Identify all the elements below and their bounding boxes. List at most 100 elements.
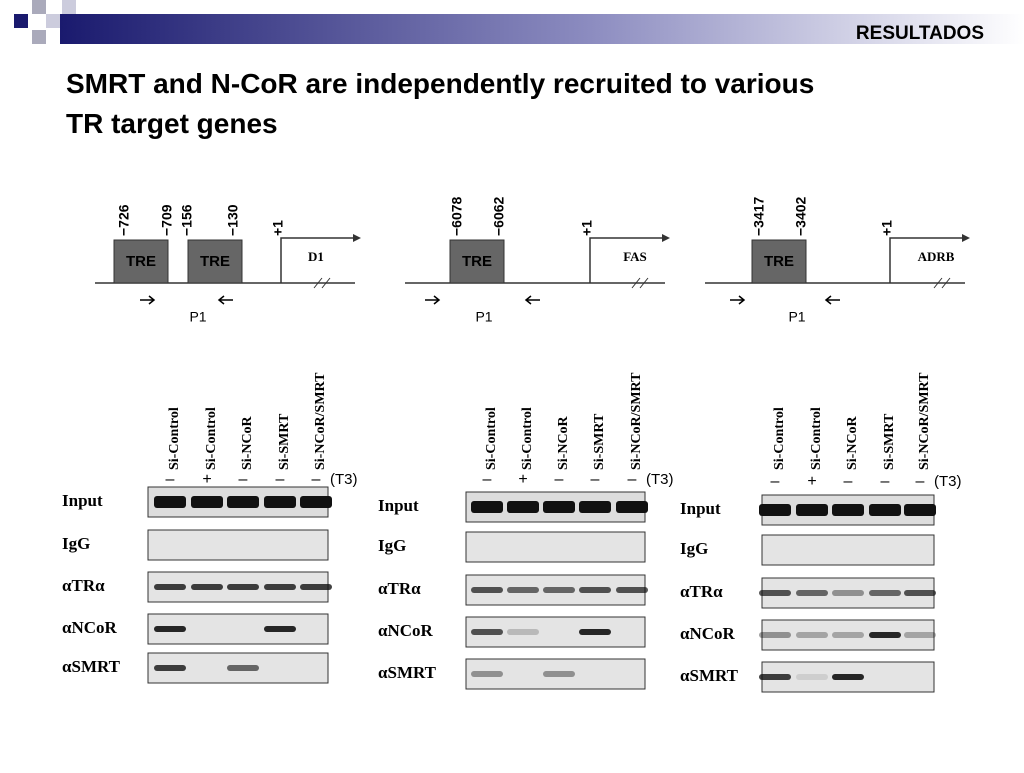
- band: [154, 626, 186, 632]
- band: [796, 590, 828, 596]
- band: [300, 584, 332, 590]
- band: [471, 671, 503, 677]
- lane-label: Si-SMRT: [277, 413, 292, 470]
- band: [796, 504, 828, 516]
- treatment-label: (T3): [934, 473, 962, 490]
- row-label: Input: [62, 491, 103, 510]
- row-label: αTRα: [378, 579, 421, 598]
- band: [154, 665, 186, 671]
- band: [154, 584, 186, 590]
- primer-rev: [824, 295, 840, 305]
- treatment-sign: +: [807, 473, 816, 490]
- row-label: αNCoR: [680, 624, 736, 643]
- header-decoration: [14, 0, 1024, 44]
- tre-label: TRE: [126, 253, 156, 270]
- band: [579, 587, 611, 593]
- band: [191, 496, 223, 508]
- tss-label: +1: [579, 220, 595, 236]
- arrow-head: [353, 234, 361, 242]
- lane-label: Si-Control: [204, 407, 219, 470]
- band: [869, 590, 901, 596]
- row-label: IgG: [680, 539, 708, 558]
- lane-label: Si-NCoR: [556, 415, 571, 470]
- row-label: αSMRT: [680, 666, 739, 685]
- break-mark: [631, 277, 649, 289]
- position-label: −6078: [449, 196, 465, 236]
- lane-label: Si-Control: [809, 407, 824, 470]
- lane-label: Si-Control: [167, 407, 182, 470]
- lane-label: Si-NCoR/SMRT: [917, 372, 932, 470]
- tss-label: +1: [270, 220, 286, 236]
- treatment-sign: –: [628, 471, 637, 488]
- band: [471, 629, 503, 635]
- band: [579, 629, 611, 635]
- band: [227, 496, 259, 508]
- position-label: −3402: [793, 196, 809, 236]
- position-label: −709: [159, 204, 175, 236]
- band: [507, 501, 539, 513]
- primer-fwd: [425, 295, 441, 305]
- treatment-sign: –: [771, 473, 780, 490]
- blot-box: [761, 534, 935, 566]
- blot-box: [761, 619, 935, 651]
- band: [759, 504, 791, 516]
- row-label: αTRα: [62, 576, 105, 595]
- band: [264, 626, 296, 632]
- primer-rev: [524, 295, 540, 305]
- row-label: Input: [378, 496, 419, 515]
- tre-label: TRE: [462, 253, 492, 270]
- arrow-head: [962, 234, 970, 242]
- lane-label: Si-NCoR: [240, 415, 255, 470]
- primer-fwd: [730, 295, 746, 305]
- band: [869, 504, 901, 516]
- band: [832, 504, 864, 516]
- lane-label: Si-NCoR/SMRT: [313, 372, 328, 470]
- band: [832, 590, 864, 596]
- position-label: −130: [225, 204, 241, 236]
- break-mark: [313, 277, 331, 289]
- primer-rev: [217, 295, 233, 305]
- treatment-sign: –: [166, 471, 175, 488]
- tss-label: +1: [879, 220, 895, 236]
- position-label: −156: [179, 204, 195, 236]
- band: [832, 632, 864, 638]
- tre-box: [751, 239, 807, 284]
- band: [300, 496, 332, 508]
- title-line: SMRT and N-CoR are independently recruit…: [66, 68, 814, 99]
- gene-label: FAS: [623, 249, 647, 264]
- band: [471, 587, 503, 593]
- gene-label: D1: [308, 249, 324, 264]
- band: [579, 501, 611, 513]
- row-label: αNCoR: [62, 618, 118, 637]
- treatment-sign: –: [844, 473, 853, 490]
- band: [543, 671, 575, 677]
- row-label: αNCoR: [378, 621, 434, 640]
- band: [904, 504, 936, 516]
- lane-label: Si-Control: [772, 407, 787, 470]
- position-label: −726: [116, 204, 132, 236]
- gene-label: ADRB: [918, 249, 955, 264]
- treatment-sign: –: [483, 471, 492, 488]
- primer-label: P1: [189, 309, 206, 325]
- tre-label: TRE: [200, 253, 230, 270]
- band: [191, 584, 223, 590]
- band: [507, 629, 539, 635]
- band: [507, 587, 539, 593]
- header: RESULTADOS: [856, 23, 984, 44]
- band: [904, 632, 936, 638]
- lane-label: Si-SMRT: [592, 413, 607, 470]
- arrow-head: [662, 234, 670, 242]
- tss-arrow: [589, 237, 668, 283]
- lane-label: Si-Control: [520, 407, 535, 470]
- band: [616, 587, 648, 593]
- tre-box: [449, 239, 505, 284]
- tss-arrow: [889, 237, 968, 283]
- band: [616, 501, 648, 513]
- treatment-sign: +: [518, 471, 527, 488]
- treatment-label: (T3): [646, 471, 674, 488]
- row-label: IgG: [62, 534, 90, 553]
- treatment-sign: –: [555, 471, 564, 488]
- primer-label: P1: [788, 309, 805, 325]
- band: [796, 632, 828, 638]
